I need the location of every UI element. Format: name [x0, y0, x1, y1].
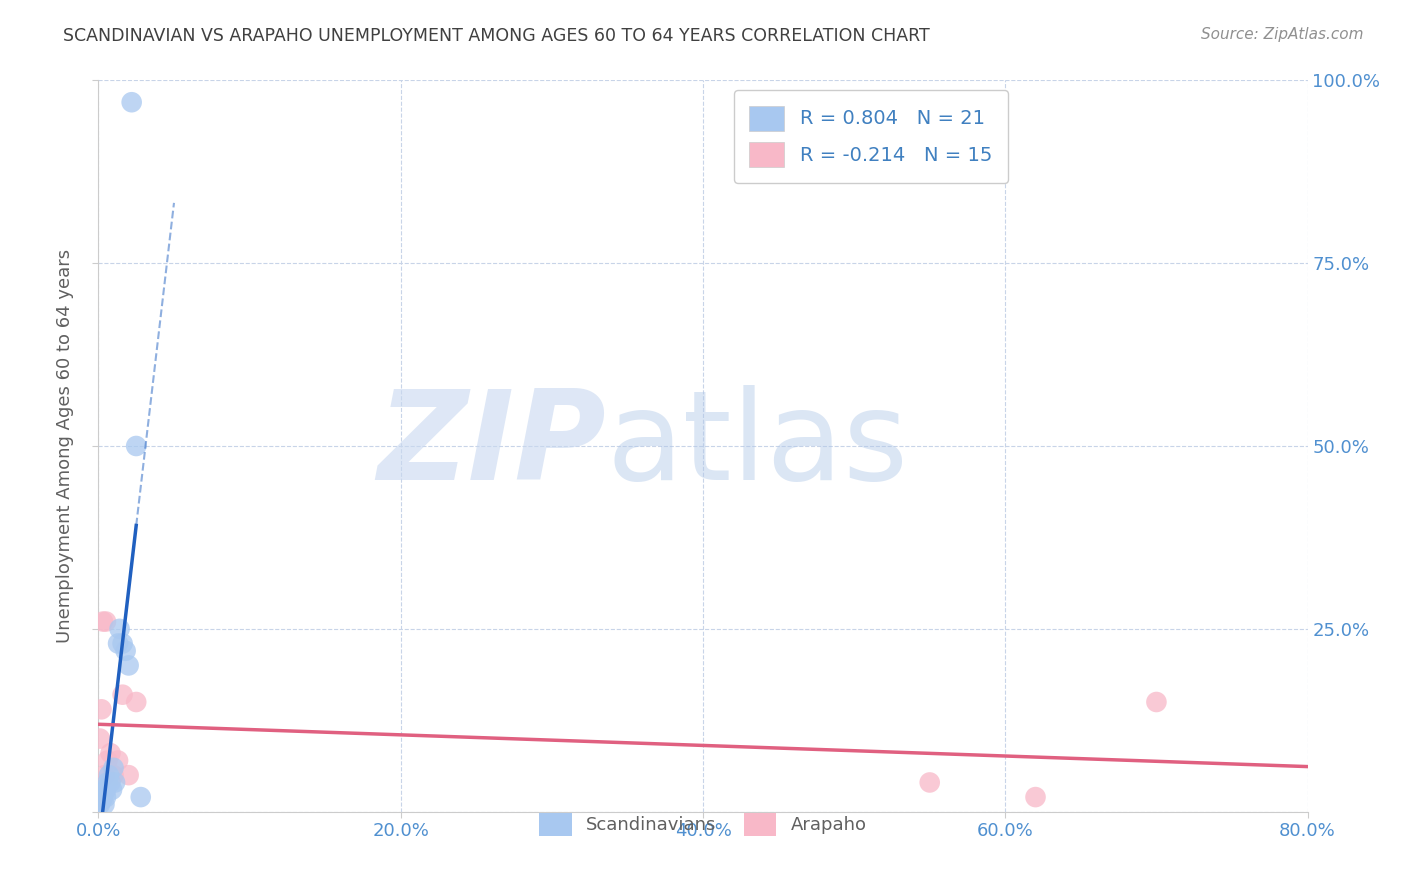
- Point: [98, 768, 121, 782]
- Point: [91, 790, 114, 805]
- Point: [94, 790, 117, 805]
- Point: [103, 761, 125, 775]
- Point: [91, 615, 114, 629]
- Point: [103, 768, 125, 782]
- Point: [118, 658, 141, 673]
- Point: [94, 782, 117, 797]
- Point: [90, 794, 112, 808]
- Text: SCANDINAVIAN VS ARAPAHO UNEMPLOYMENT AMONG AGES 60 TO 64 YEARS CORRELATION CHART: SCANDINAVIAN VS ARAPAHO UNEMPLOYMENT AMO…: [63, 27, 929, 45]
- Text: ZIP: ZIP: [378, 385, 606, 507]
- Text: atlas: atlas: [606, 385, 908, 507]
- Point: [125, 695, 148, 709]
- Point: [918, 775, 941, 789]
- Point: [96, 775, 118, 789]
- Legend: Scandinavians, Arapaho: Scandinavians, Arapaho: [524, 798, 882, 850]
- Y-axis label: Unemployment Among Ages 60 to 64 years: Unemployment Among Ages 60 to 64 years: [56, 249, 75, 643]
- Point: [89, 797, 111, 812]
- Point: [104, 775, 127, 789]
- Point: [107, 754, 129, 768]
- Point: [121, 95, 143, 110]
- Point: [100, 746, 122, 760]
- Point: [96, 754, 118, 768]
- Point: [1024, 790, 1046, 805]
- Point: [107, 636, 129, 650]
- Point: [125, 439, 148, 453]
- Point: [100, 775, 122, 789]
- Point: [1144, 695, 1167, 709]
- Text: Source: ZipAtlas.com: Source: ZipAtlas.com: [1201, 27, 1364, 42]
- Point: [111, 636, 134, 650]
- Point: [94, 615, 117, 629]
- Point: [93, 768, 115, 782]
- Point: [91, 782, 114, 797]
- Point: [90, 702, 112, 716]
- Point: [129, 790, 152, 805]
- Point: [118, 768, 141, 782]
- Point: [111, 688, 134, 702]
- Point: [101, 782, 124, 797]
- Point: [93, 797, 115, 812]
- Point: [114, 644, 136, 658]
- Point: [108, 622, 131, 636]
- Point: [89, 731, 111, 746]
